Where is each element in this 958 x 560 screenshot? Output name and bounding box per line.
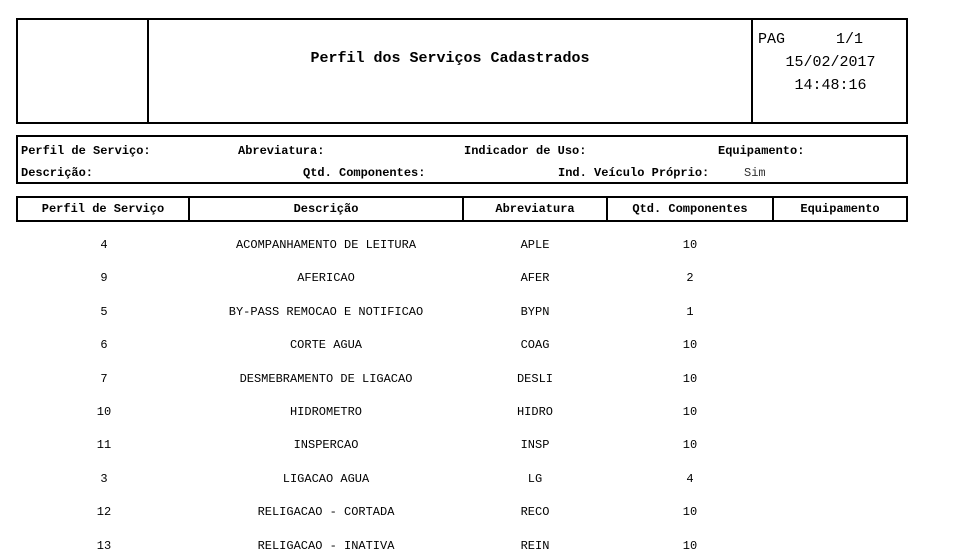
filter-indicador: Indicador de Uso:: [464, 144, 587, 158]
filter-box: Perfil de Serviço: Abreviatura: Indicado…: [16, 135, 908, 184]
table-cell: CORTE AGUA: [289, 338, 362, 353]
report-date: 15/02/2017: [785, 54, 876, 71]
table-cell: APLE: [520, 238, 550, 252]
table-cell: AFER: [520, 271, 550, 286]
table-cell: 7: [100, 371, 108, 386]
divider: [147, 20, 149, 122]
table-cell: RELIGACAO - INATIVA: [257, 538, 395, 553]
report-header: Perfil dos Serviços Cadastrados PAG 1/1 …: [16, 18, 908, 124]
table-cell: LG: [527, 471, 543, 486]
table-row: 4 ACOMPANHAMENTO DE LEITURA APLE 10: [17, 238, 907, 258]
table-cell: 10: [682, 505, 698, 520]
table-cell: DESLI: [516, 371, 553, 386]
col-equipamento: Equipamento: [772, 196, 908, 222]
filter-qtd: Qtd. Componentes:: [303, 166, 426, 180]
col-perfil: Perfil de Serviço: [16, 196, 190, 222]
table-cell: 4: [686, 471, 694, 486]
table-cell: INSPERCAO: [293, 438, 359, 453]
table-cell: 10: [682, 371, 698, 386]
table-cell: 10: [682, 438, 698, 453]
filter-perfil: Perfil de Serviço:: [21, 144, 151, 158]
table-row: 10 HIDROMETRO HIDRO 10: [17, 405, 907, 425]
table-cell: 10: [682, 538, 698, 553]
filter-veiculo: Ind. Veículo Próprio:: [558, 166, 710, 180]
col-abreviatura: Abreviatura: [462, 196, 608, 222]
table-cell: 10: [96, 405, 112, 419]
table-row: 6 CORTE AGUA COAG 10: [17, 338, 907, 358]
table-cell: ACOMPANHAMENTO DE LEITURA: [235, 238, 417, 252]
table-cell: AFERICAO: [297, 271, 355, 286]
table-cell: RELIGACAO - CORTADA: [257, 505, 395, 520]
table-cell: 3: [100, 471, 108, 486]
table-cell: 11: [96, 438, 112, 453]
table-row: 7 DESMEBRAMENTO DE LIGACAO DESLI 10: [17, 372, 907, 392]
filter-equipamento: Equipamento:: [718, 144, 805, 158]
table-cell: BYPN: [520, 304, 550, 319]
divider: [751, 20, 753, 122]
col-descricao: Descrição: [188, 196, 464, 222]
page-label: PAG: [758, 31, 786, 48]
table-cell: 1: [686, 304, 694, 319]
table-row: 13 RELIGACAO - INATIVA REIN 10: [17, 539, 907, 559]
table-cell: 5: [100, 304, 108, 319]
table-cell: 4: [100, 238, 108, 252]
table-cell: 10: [682, 405, 698, 419]
table-row: 12 RELIGACAO - CORTADA RECO 10: [17, 505, 907, 525]
table-cell: 10: [682, 238, 698, 252]
table-cell: BY-PASS REMOCAO E NOTIFICAO: [228, 304, 424, 319]
table-cell: HIDRO: [516, 405, 553, 419]
table-cell: 10: [682, 338, 698, 353]
col-qtd: Qtd. Componentes: [606, 196, 774, 222]
table-row: 5 BY-PASS REMOCAO E NOTIFICAO BYPN 1: [17, 305, 907, 325]
table-cell: INSP: [520, 438, 550, 453]
table-row: 9 AFERICAO AFER 2: [17, 271, 907, 291]
table-cell: 2: [686, 271, 694, 286]
filter-descricao: Descrição:: [21, 166, 94, 180]
filter-abreviatura: Abreviatura:: [238, 144, 325, 158]
report-title: Perfil dos Serviços Cadastrados: [310, 50, 590, 67]
page-number: 1/1: [836, 31, 864, 48]
table-cell: LIGACAO AGUA: [282, 471, 370, 486]
table-cell: 12: [96, 505, 112, 520]
table-row: 11 INSPERCAO INSP 10: [17, 438, 907, 458]
table-row: 3 LIGACAO AGUA LG 4: [17, 472, 907, 492]
report-time: 14:48:16: [794, 77, 867, 94]
table-cell: COAG: [520, 338, 550, 353]
table-cell: 13: [96, 538, 112, 553]
table-cell: HIDROMETRO: [289, 405, 362, 419]
table-cell: RECO: [520, 505, 550, 520]
table-cell: 6: [100, 338, 108, 353]
table-cell: 9: [100, 271, 108, 286]
filter-veiculo-value: Sim: [744, 166, 766, 180]
table-cell: REIN: [520, 538, 550, 553]
table-cell: DESMEBRAMENTO DE LIGACAO: [239, 371, 413, 386]
